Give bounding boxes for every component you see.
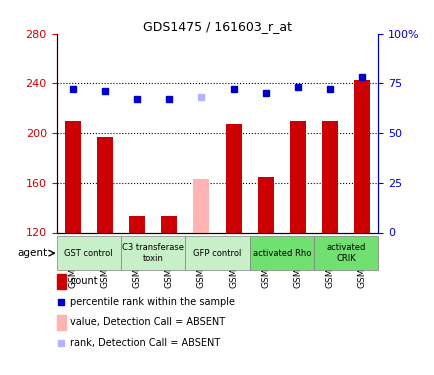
Bar bbox=[353, 80, 369, 232]
Text: GFP control: GFP control bbox=[193, 249, 241, 258]
Bar bbox=[128, 216, 145, 232]
Bar bbox=[193, 179, 209, 232]
Text: activated Rho: activated Rho bbox=[252, 249, 310, 258]
Text: percentile rank within the sample: percentile rank within the sample bbox=[70, 297, 235, 307]
Title: GDS1475 / 161603_r_at: GDS1475 / 161603_r_at bbox=[143, 20, 291, 33]
Bar bbox=[321, 121, 338, 232]
Bar bbox=[65, 121, 81, 232]
Text: rank, Detection Call = ABSENT: rank, Detection Call = ABSENT bbox=[70, 338, 220, 348]
Bar bbox=[225, 124, 241, 232]
Text: agent: agent bbox=[18, 248, 48, 258]
Text: count: count bbox=[70, 276, 98, 286]
Bar bbox=[257, 177, 273, 232]
Bar bbox=[289, 121, 305, 232]
Text: value, Detection Call = ABSENT: value, Detection Call = ABSENT bbox=[70, 318, 225, 327]
Bar bbox=[97, 137, 113, 232]
Text: activated
CRIK: activated CRIK bbox=[326, 243, 365, 263]
Text: C3 transferase
toxin: C3 transferase toxin bbox=[122, 243, 184, 263]
Bar bbox=[161, 216, 177, 232]
Text: GST control: GST control bbox=[64, 249, 113, 258]
